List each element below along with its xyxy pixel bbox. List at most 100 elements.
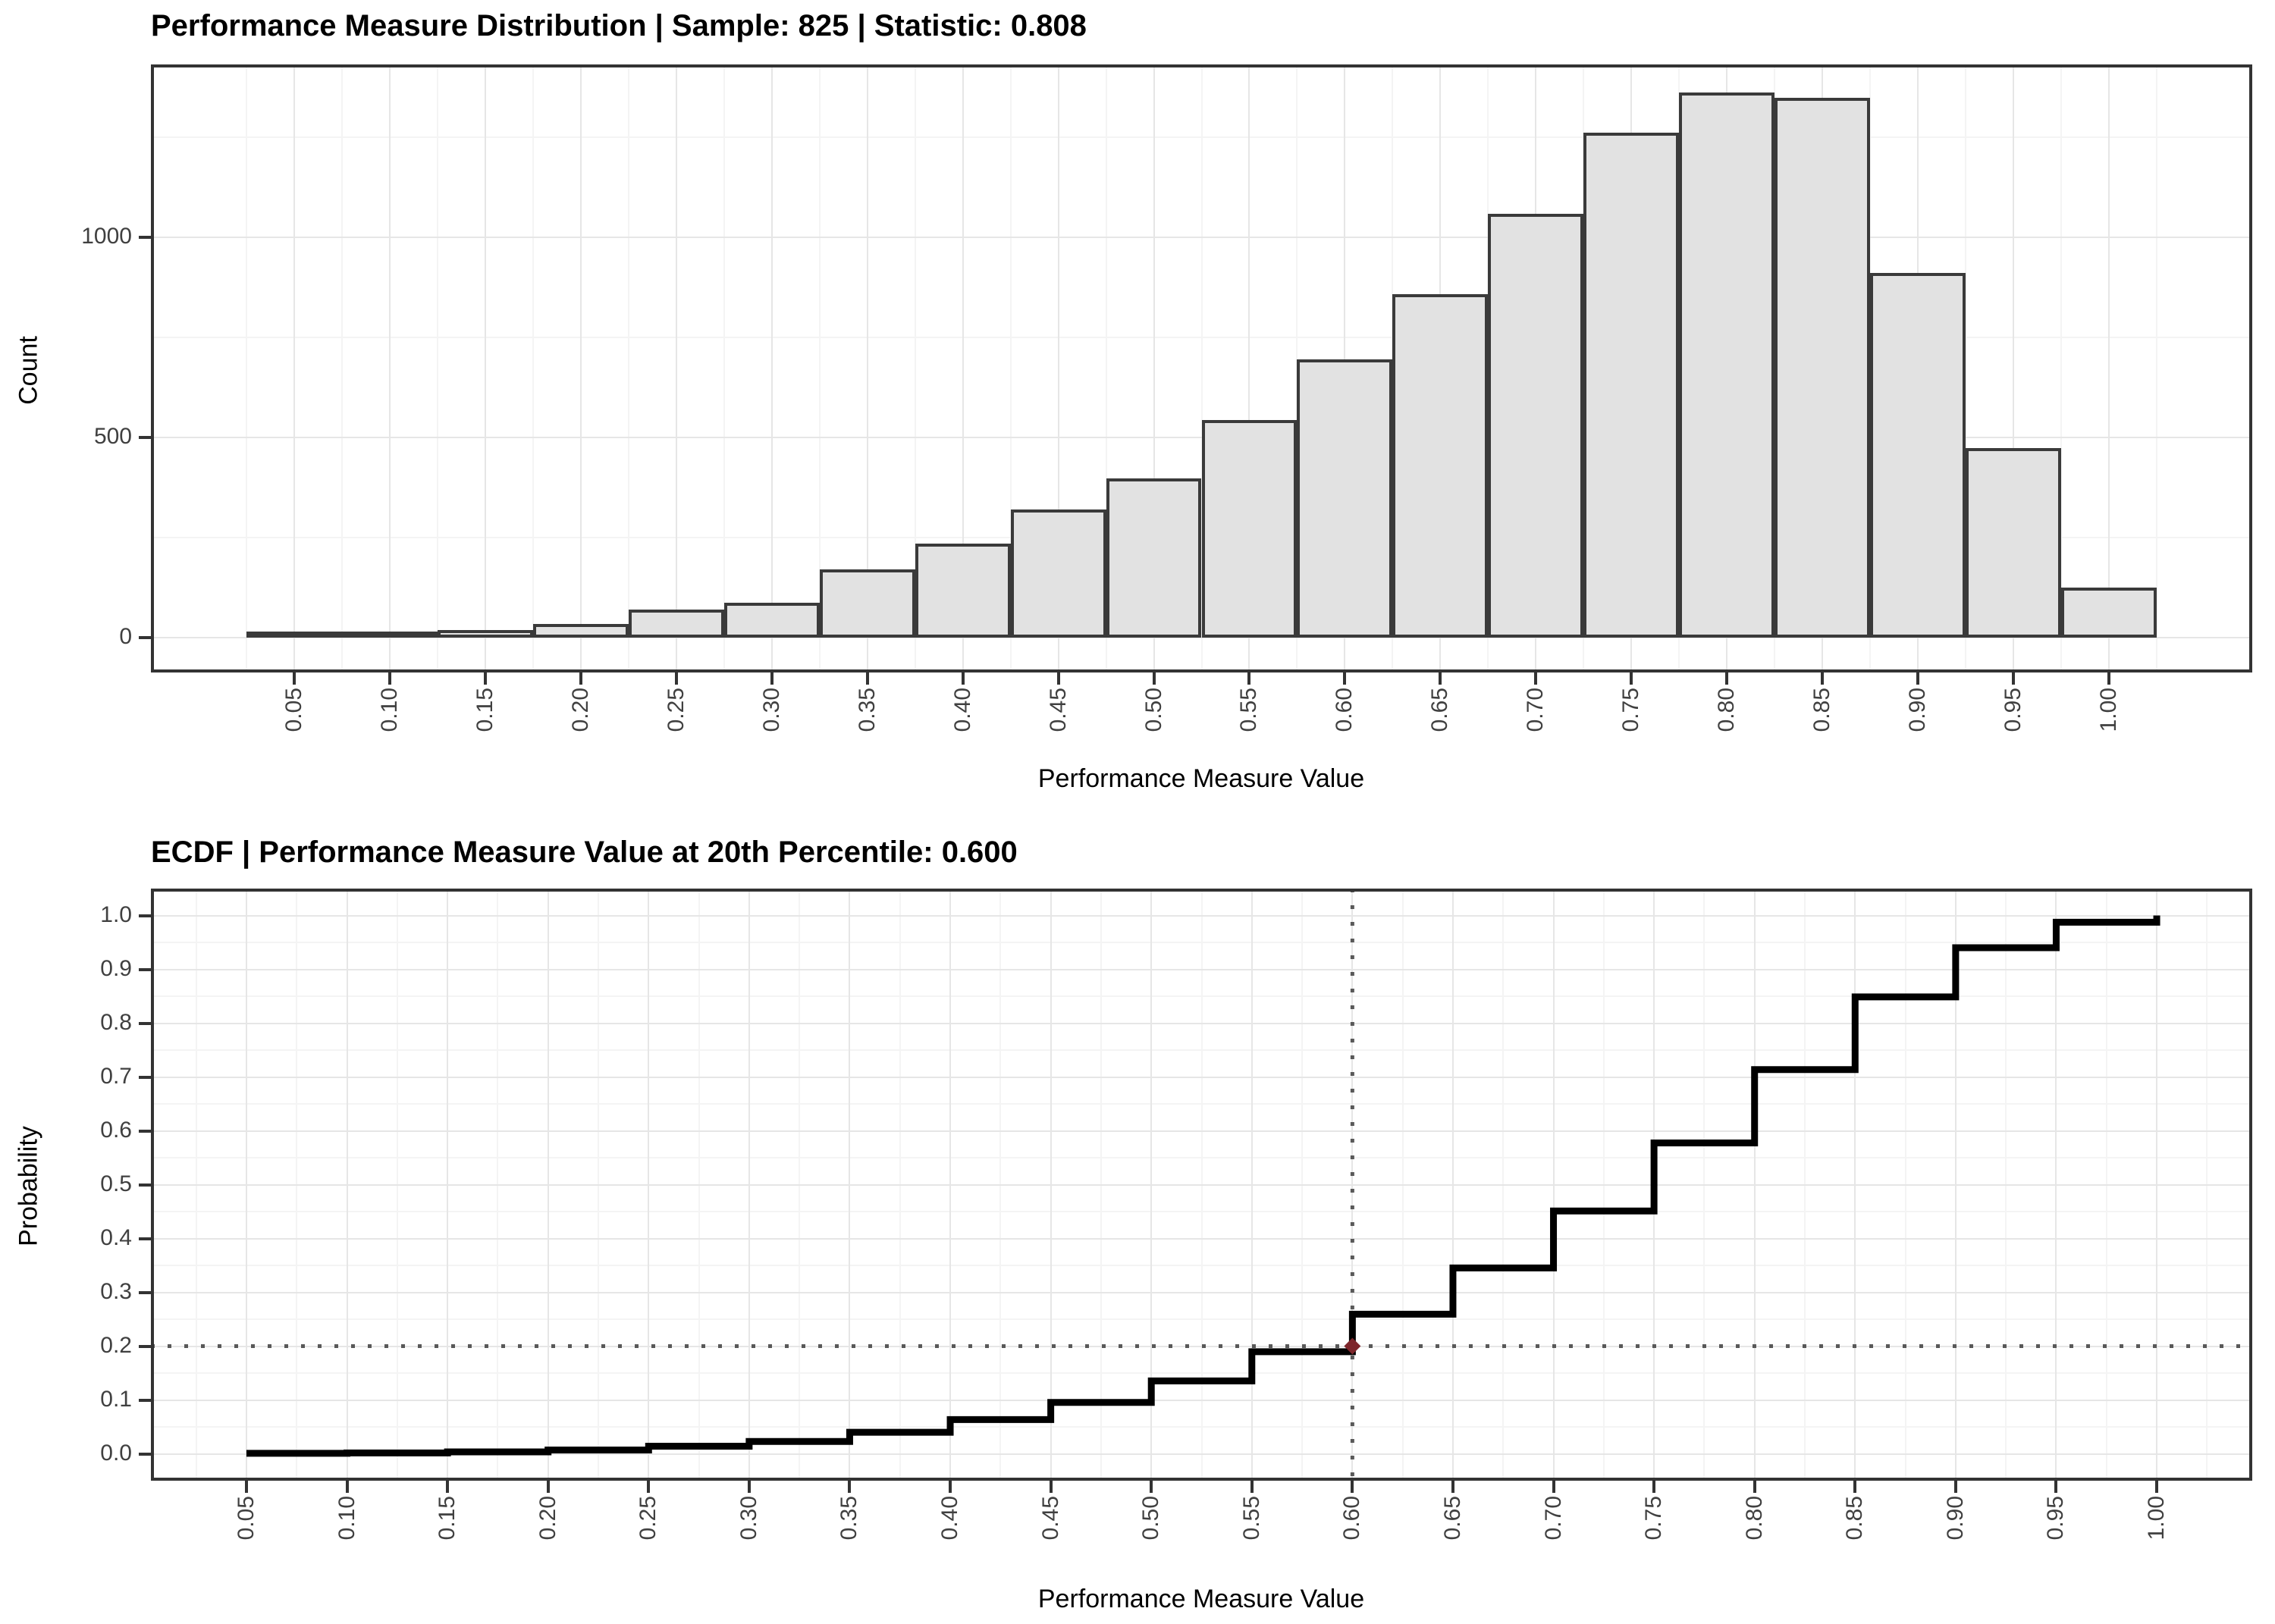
x-tick-label: 1.00 — [2144, 1496, 2170, 1541]
x-tick-label: 0.15 — [472, 688, 497, 732]
grid-line-major — [388, 64, 391, 672]
x-tick-label: 0.65 — [1439, 1496, 1465, 1541]
ecdf-y-axis-title: Probability — [14, 1126, 43, 1246]
x-axis-tick — [483, 672, 487, 685]
grid-line-minor — [245, 64, 247, 672]
x-axis-tick — [1250, 1481, 1254, 1493]
x-tick-label: 0.15 — [435, 1496, 460, 1541]
x-axis-tick — [949, 1481, 952, 1493]
grid-line-major — [547, 889, 549, 1481]
x-axis-tick — [2054, 1481, 2058, 1493]
grid-line-major — [1153, 64, 1155, 672]
grid-line-minor — [532, 64, 534, 672]
x-axis-tick — [1056, 672, 1060, 685]
histogram-bar — [532, 623, 629, 638]
histogram-bar — [1010, 509, 1106, 638]
y-axis-tick — [139, 1344, 151, 1348]
x-tick-label: 0.45 — [1045, 688, 1071, 732]
grid-line-major — [1351, 889, 1354, 1481]
histogram-bar — [1966, 448, 2062, 638]
ecdf-panel — [151, 889, 2252, 1481]
y-axis-tick — [139, 1129, 151, 1133]
x-tick-label: 0.90 — [1942, 1496, 1968, 1541]
ecdf-step-line — [246, 915, 2160, 1457]
grid-line-major — [962, 64, 964, 672]
grid-line-major — [2108, 64, 2110, 672]
x-tick-label: 0.80 — [1741, 1496, 1767, 1541]
x-axis-tick — [446, 1481, 450, 1493]
y-tick-label: 0.0 — [100, 1440, 132, 1466]
x-axis-tick — [1953, 1481, 1957, 1493]
histogram-bar — [723, 602, 820, 638]
x-axis-tick — [1552, 1481, 1555, 1493]
histogram-panel — [151, 64, 2252, 672]
ecdf-title: ECDF | Performance Measure Value at 20th… — [151, 836, 1018, 869]
x-tick-label: 0.10 — [334, 1496, 359, 1541]
x-axis-tick — [1916, 672, 1920, 685]
grid-line-major — [849, 889, 851, 1481]
x-tick-label: 0.40 — [937, 1496, 963, 1541]
grid-line-major — [151, 914, 2252, 917]
histogram-bar — [1106, 478, 1202, 638]
grid-line-major — [484, 64, 486, 672]
x-axis-tick — [1049, 1481, 1053, 1493]
x-axis-tick — [1753, 1481, 1756, 1493]
x-axis-tick — [546, 1481, 550, 1493]
y-tick-label: 500 — [93, 424, 132, 450]
x-tick-label: 0.10 — [376, 688, 402, 732]
y-tick-label: 1.0 — [100, 901, 132, 927]
grid-line-major — [151, 1130, 2252, 1132]
x-axis-tick — [1451, 1481, 1454, 1493]
x-tick-label: 1.00 — [2096, 688, 2122, 732]
y-axis-tick — [139, 636, 151, 640]
x-axis-tick — [1652, 1481, 1656, 1493]
x-tick-label: 0.95 — [2043, 1496, 2069, 1541]
y-axis-tick — [139, 1183, 151, 1187]
histogram-bar — [1392, 294, 1489, 638]
x-tick-label: 0.85 — [1809, 688, 1835, 732]
x-axis-tick — [1821, 672, 1825, 685]
histogram-bar — [1488, 214, 1584, 638]
y-axis-tick — [139, 436, 151, 440]
grid-line-major — [447, 889, 449, 1481]
grid-line-major — [1954, 889, 1956, 1481]
x-axis-tick — [770, 672, 774, 685]
x-tick-label: 0.05 — [281, 688, 306, 732]
grid-line-major — [1250, 889, 1253, 1481]
x-tick-label: 0.25 — [663, 688, 689, 732]
grid-line-major — [151, 1291, 2252, 1293]
grid-line-major — [151, 1022, 2252, 1024]
grid-line-major — [1451, 889, 1454, 1481]
histogram-bar — [1583, 132, 1680, 638]
y-tick-label: 0.6 — [100, 1117, 132, 1143]
x-axis-tick — [345, 1481, 349, 1493]
x-tick-label: 0.70 — [1523, 688, 1549, 732]
grid-line-minor — [340, 64, 343, 672]
x-tick-label: 0.35 — [836, 1496, 862, 1541]
grid-line-minor — [1105, 64, 1107, 672]
x-tick-label: 0.25 — [635, 1496, 661, 1541]
histogram-bar — [1870, 272, 1966, 638]
x-axis-tick — [2012, 672, 2016, 685]
x-axis-tick — [674, 672, 678, 685]
x-tick-label: 0.90 — [1905, 688, 1931, 732]
x-axis-tick — [865, 672, 869, 685]
x-axis-tick — [1152, 672, 1156, 685]
x-tick-label: 0.85 — [1842, 1496, 1868, 1541]
grid-line-major — [245, 889, 247, 1481]
x-tick-label: 0.60 — [1339, 1496, 1365, 1541]
grid-line-major — [1050, 889, 1052, 1481]
x-tick-label: 0.50 — [1138, 1496, 1164, 1541]
x-axis-tick — [388, 672, 391, 685]
x-tick-label: 0.60 — [1332, 688, 1357, 732]
x-tick-label: 0.20 — [567, 688, 593, 732]
x-axis-tick — [2107, 672, 2111, 685]
grid-line-minor — [2156, 64, 2158, 672]
grid-line-major — [1753, 889, 1756, 1481]
y-tick-label: 0.9 — [100, 955, 132, 981]
grid-line-minor — [1965, 64, 1967, 672]
x-axis-tick — [1725, 672, 1729, 685]
x-axis-tick — [1853, 1481, 1857, 1493]
histogram-bar — [1774, 97, 1871, 638]
histogram-bar — [341, 632, 438, 638]
